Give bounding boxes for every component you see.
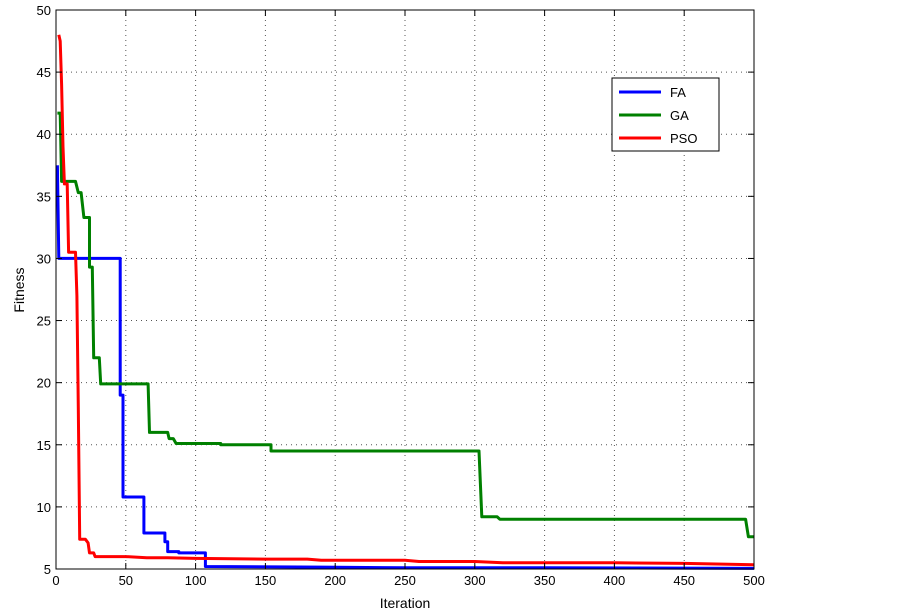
series-line-ga xyxy=(57,111,754,539)
x-tick-label: 200 xyxy=(324,573,346,588)
x-tick-label: 150 xyxy=(255,573,277,588)
x-tick-label: 50 xyxy=(119,573,133,588)
series-line-pso xyxy=(57,34,755,567)
y-tick-label: 40 xyxy=(37,127,51,142)
y-tick-label: 25 xyxy=(37,314,51,329)
legend: FA GA PSO xyxy=(611,77,720,152)
x-tick-label: 350 xyxy=(534,573,556,588)
x-tick-label: 300 xyxy=(464,573,486,588)
x-axis-label: Iteration xyxy=(380,595,431,611)
series-lines xyxy=(55,34,755,570)
x-tick-label: 250 xyxy=(394,573,416,588)
y-tick-label: 20 xyxy=(37,376,51,391)
y-tick-label: 30 xyxy=(37,251,51,266)
axis-ticks: 0 50 100 150 200 250 300 350 400 450 500 5 10 15 20 25 3… xyxy=(37,3,765,588)
grid-lines xyxy=(56,10,754,569)
y-tick-label: 15 xyxy=(37,438,51,453)
x-tick-label: 500 xyxy=(743,573,765,588)
x-tick-label: 100 xyxy=(185,573,207,588)
y-tick-label: 45 xyxy=(37,65,51,80)
x-tick-label: 450 xyxy=(673,573,695,588)
y-tick-label: 50 xyxy=(37,3,51,18)
x-tick-label: 400 xyxy=(604,573,626,588)
x-tick-label: 0 xyxy=(52,573,59,588)
y-tick-label: 35 xyxy=(37,189,51,204)
y-tick-label: 5 xyxy=(44,562,51,577)
legend-label-pso: PSO xyxy=(670,131,697,146)
series-line-fa xyxy=(55,165,755,570)
legend-label-fa: FA xyxy=(670,85,686,100)
legend-label-ga: GA xyxy=(670,108,689,123)
y-tick-label: 10 xyxy=(37,500,51,515)
y-axis-label: Fitness xyxy=(11,267,27,312)
